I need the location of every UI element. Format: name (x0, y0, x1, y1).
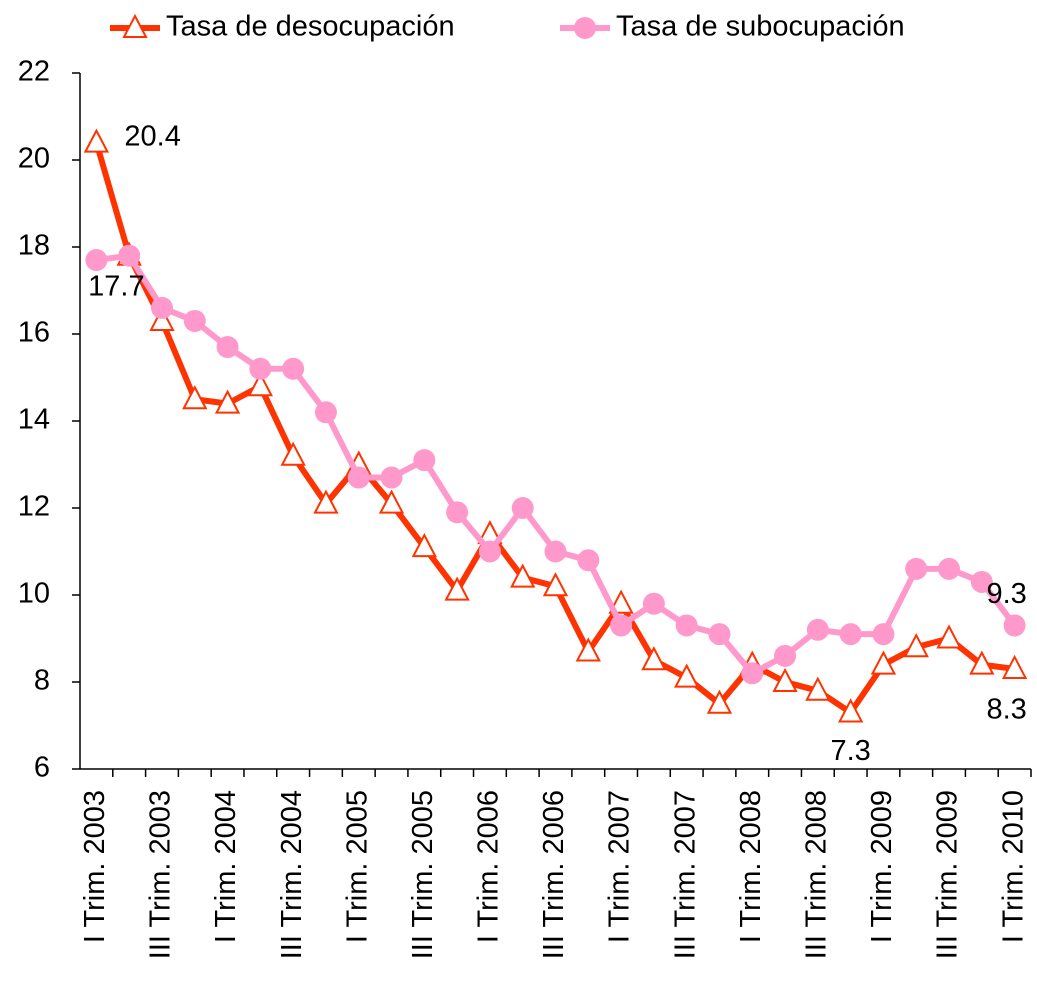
y-tick-label: 18 (18, 230, 50, 262)
marker (544, 540, 567, 563)
legend-marker (574, 17, 596, 39)
marker (510, 563, 536, 588)
marker (870, 650, 897, 675)
x-tick-label: III Trim. 2003 (145, 790, 177, 959)
marker (837, 698, 864, 723)
y-tick-label: 6 (34, 752, 50, 784)
data-label: 17.7 (88, 271, 144, 303)
y-tick-label: 20 (18, 143, 50, 175)
x-tick-label: I Trim. 2008 (735, 790, 767, 943)
x-tick-label: I Trim. 2003 (79, 790, 111, 943)
marker (347, 466, 370, 489)
legend-label: Tasa de desocupación (166, 11, 455, 43)
marker (674, 663, 700, 688)
marker (610, 614, 633, 637)
marker (970, 570, 993, 593)
marker (282, 357, 305, 380)
marker (314, 401, 337, 424)
marker (1003, 614, 1026, 637)
y-tick-label: 10 (18, 578, 50, 610)
marker (478, 540, 501, 563)
marker (575, 637, 601, 662)
x-tick-label: I Trim. 2006 (473, 790, 505, 943)
marker (446, 501, 469, 524)
x-tick-label: I Trim. 2004 (210, 790, 242, 943)
marker (642, 592, 665, 615)
marker (378, 489, 405, 514)
legend-label: Tasa de subocupación (616, 11, 905, 43)
marker (675, 614, 698, 637)
x-tick-label: III Trim. 2008 (801, 790, 833, 959)
x-tick-label: I Trim. 2007 (604, 790, 636, 943)
marker (706, 689, 733, 714)
y-tick-label: 14 (18, 404, 50, 436)
marker (249, 357, 272, 380)
marker (839, 623, 862, 646)
marker (380, 466, 403, 489)
marker (938, 557, 961, 580)
x-tick-label: III Trim. 2004 (276, 790, 308, 959)
marker (641, 646, 667, 671)
marker (903, 633, 929, 658)
marker (413, 449, 436, 472)
y-tick-label: 22 (18, 56, 50, 88)
legend-marker (122, 13, 148, 38)
marker (247, 372, 274, 397)
data-label: 7.3 (830, 735, 870, 767)
marker (313, 489, 339, 514)
marker (608, 589, 634, 614)
marker (411, 532, 437, 558)
data-label: 8.3 (986, 694, 1026, 726)
y-tick-label: 8 (34, 665, 50, 697)
x-tick-label: I Trim. 2010 (997, 790, 1029, 943)
data-label: 9.3 (986, 578, 1026, 610)
x-tick-label: I Trim. 2009 (866, 790, 898, 943)
marker (183, 309, 206, 332)
marker (214, 389, 241, 414)
marker (150, 296, 173, 319)
marker (280, 441, 306, 466)
x-tick-label: III Trim. 2007 (669, 790, 701, 959)
marker (708, 623, 731, 646)
series-line (96, 252, 1017, 677)
marker (149, 306, 175, 331)
marker (542, 572, 569, 597)
marker (805, 676, 831, 701)
x-tick-label: I Trim. 2005 (341, 790, 373, 943)
marker (577, 549, 600, 572)
marker (83, 128, 110, 153)
x-tick-label: III Trim. 2009 (932, 790, 964, 959)
marker (85, 249, 108, 272)
marker (774, 644, 797, 667)
x-tick-label: III Trim. 2005 (407, 790, 439, 959)
marker (905, 557, 928, 580)
marker (936, 624, 962, 649)
marker (182, 385, 208, 410)
y-tick-label: 12 (18, 491, 50, 523)
marker (511, 497, 534, 519)
marker (772, 667, 798, 692)
marker (872, 623, 895, 646)
marker (216, 336, 239, 359)
y-tick-label: 16 (18, 317, 50, 349)
marker (118, 244, 141, 267)
x-tick-label: III Trim. 2006 (538, 790, 570, 959)
marker (1001, 654, 1028, 679)
marker (969, 650, 995, 675)
marker (806, 618, 829, 641)
marker (444, 576, 470, 601)
marker (741, 662, 764, 685)
data-label: 20.4 (124, 120, 180, 152)
